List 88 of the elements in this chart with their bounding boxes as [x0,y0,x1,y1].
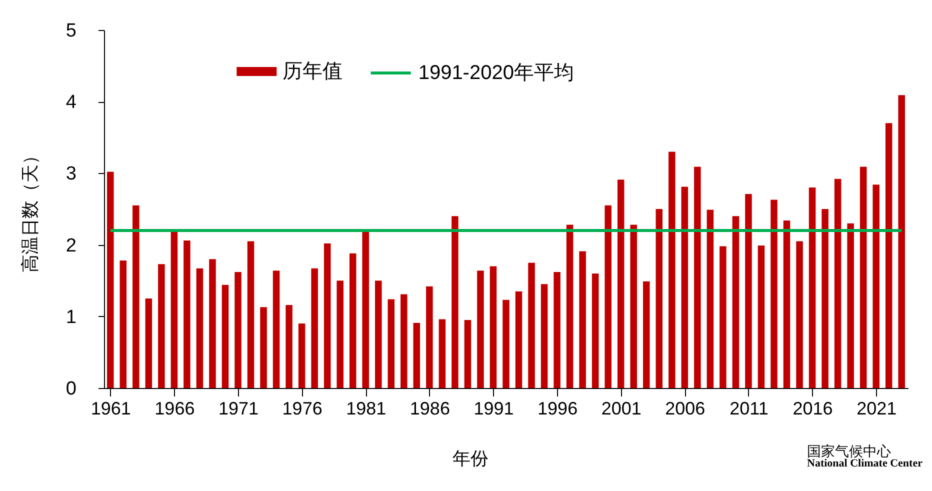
bar [783,220,790,388]
bar [656,209,663,388]
text: 国家气候中心 [807,443,891,459]
bar [196,268,204,388]
bar [158,264,165,388]
x-axis-title: 年份 [452,448,488,468]
legend-label: 1991-2020年平均 [418,62,574,84]
bar [885,123,892,388]
bar [579,251,586,388]
x-tick-label: 1966 [154,398,195,418]
bar [324,243,331,388]
bar [490,266,497,388]
bar [362,230,369,388]
bar [847,223,854,388]
bar [592,273,599,388]
bar [796,241,803,388]
y-tick-label: 3 [66,164,76,185]
bar [732,216,740,388]
x-tick-label: 1971 [218,398,259,418]
bar [400,294,408,388]
bar [464,320,472,388]
bar [336,280,344,388]
bar [898,95,905,388]
y-tick-label: 1 [66,306,76,328]
bar [745,194,752,388]
x-tick-label: 1996 [538,398,578,418]
bar [515,291,522,388]
bar [860,166,867,388]
bar [758,246,765,388]
bar [438,319,446,388]
bar [388,299,395,388]
y-tick-label: 0 [66,378,76,400]
x-tick-label: 1986 [410,398,450,418]
bar [872,184,880,388]
bar [706,210,714,388]
x-tick-label: 2016 [792,398,833,418]
bar [808,188,816,388]
bar [617,180,624,388]
bar [272,270,280,388]
bar [298,324,306,388]
legend-label: 历年值 [282,60,343,82]
bar [413,322,420,388]
y-tick-label: 5 [66,20,76,42]
bar [694,166,701,388]
x-tick-label: 2011 [730,398,768,418]
bar [107,172,114,388]
bar [604,205,612,388]
x-tick-label: 2001 [601,398,642,418]
x-tick-label: 2006 [665,398,706,418]
bar [643,281,650,388]
bar [349,253,356,388]
bar [630,224,637,388]
bar [260,307,267,388]
y-tick-label: 2 [66,235,76,256]
bar [822,209,828,388]
bar [452,216,458,388]
x-tick-label: 1981 [346,398,386,418]
bar [554,272,560,388]
bar [477,270,484,388]
bar [502,300,510,388]
bar [184,240,190,388]
bar [834,178,842,388]
bar [145,298,152,388]
x-tick-label: 1991 [474,398,514,418]
bar [566,224,574,388]
bar [222,284,229,388]
bar [247,241,254,388]
bar [668,152,676,388]
bar [120,260,127,388]
x-tick-label: 1961 [90,398,131,418]
bar [528,262,535,388]
bar [209,259,216,388]
bar [234,272,242,388]
y-tick-label: 4 [66,92,77,114]
x-tick-label: 2021 [856,398,897,418]
bar [286,304,292,388]
bar [170,230,178,388]
bar [375,280,382,388]
bar [132,205,140,388]
y-axis-title: 高温日数（天） [20,146,40,272]
bar [720,246,726,388]
bar [426,286,433,388]
x-tick-label: 1976 [282,398,322,418]
bar [311,268,318,388]
bar [540,284,548,388]
bar [681,186,688,388]
text: National Climate Center [807,458,923,470]
bar [770,200,778,388]
